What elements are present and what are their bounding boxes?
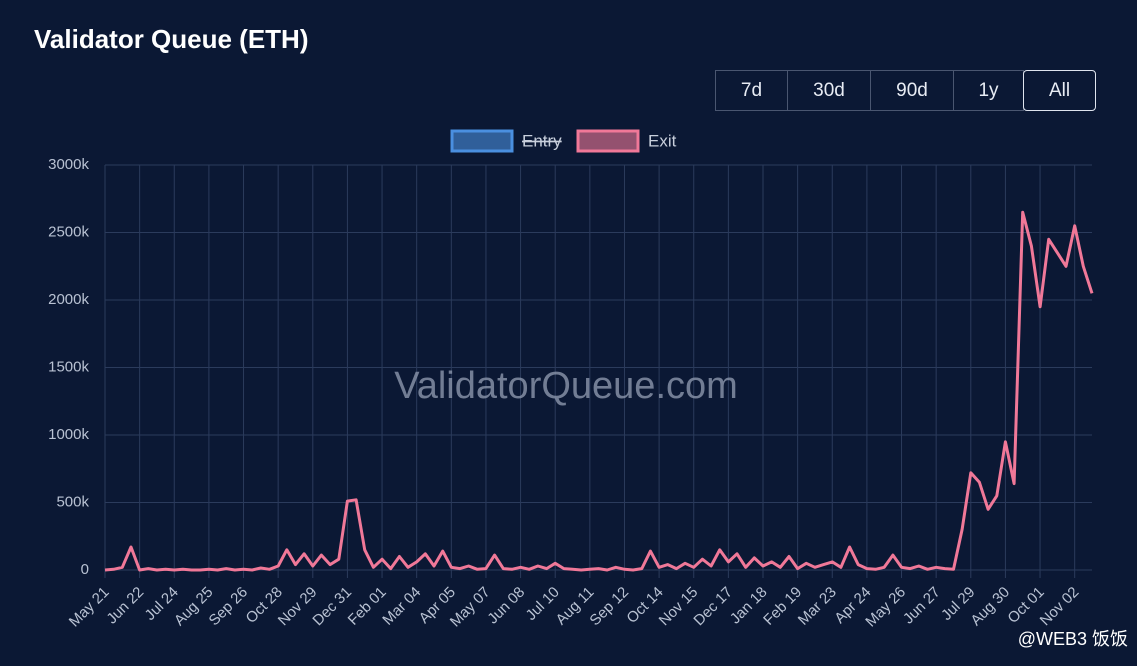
x-tick-label: Dec 31 <box>309 584 355 630</box>
x-tick-label: Feb 01 <box>345 584 390 629</box>
y-tick-label: 2500k <box>48 223 89 240</box>
x-tick-label: Sep 12 <box>586 584 632 630</box>
x-tick-label: Jun 22 <box>103 584 147 628</box>
range-button[interactable]: All <box>1023 70 1096 111</box>
x-tick-label: Mar 23 <box>795 584 840 629</box>
x-tick-label: Aug 30 <box>967 584 1013 630</box>
y-tick-label: 500k <box>56 493 89 510</box>
x-tick-label: Mar 04 <box>379 584 424 629</box>
x-tick-label: Nov 02 <box>1037 584 1083 630</box>
y-tick-label: 2000k <box>48 291 89 308</box>
x-tick-label: Jun 27 <box>900 584 944 628</box>
x-tick-label: Sep 26 <box>206 584 252 630</box>
y-tick-label: 1500k <box>48 358 89 375</box>
line <box>104 210 1094 572</box>
y-tick-label: 0 <box>81 561 89 578</box>
y-tick-label: 1000k <box>48 426 89 443</box>
credit: @WEB3 饭饭 <box>1018 629 1128 649</box>
legend-item[interactable]: Entry <box>450 129 562 153</box>
watermark: ValidatorQueue.com <box>394 365 738 407</box>
legend-label: Entry <box>522 131 562 150</box>
range-button[interactable]: 7d <box>715 70 788 111</box>
title: Validator Queue (ETH) <box>34 24 309 54</box>
x-tick-label: May 21 <box>66 584 113 631</box>
x-tick-label: Dec 17 <box>690 584 736 630</box>
range-button[interactable]: 90d <box>870 70 954 111</box>
y-tick-label: 3000k <box>48 156 89 173</box>
range-buttons: 7d 30d 90d 1y All <box>715 70 1096 111</box>
x-tick-label: Jun 08 <box>484 584 528 628</box>
legend-label: Exit <box>648 131 677 150</box>
x-tick-label: Feb 19 <box>760 584 805 629</box>
legend-item[interactable]: Exit <box>576 129 677 153</box>
legend-swatch <box>450 129 514 153</box>
legend-swatch <box>576 129 640 153</box>
